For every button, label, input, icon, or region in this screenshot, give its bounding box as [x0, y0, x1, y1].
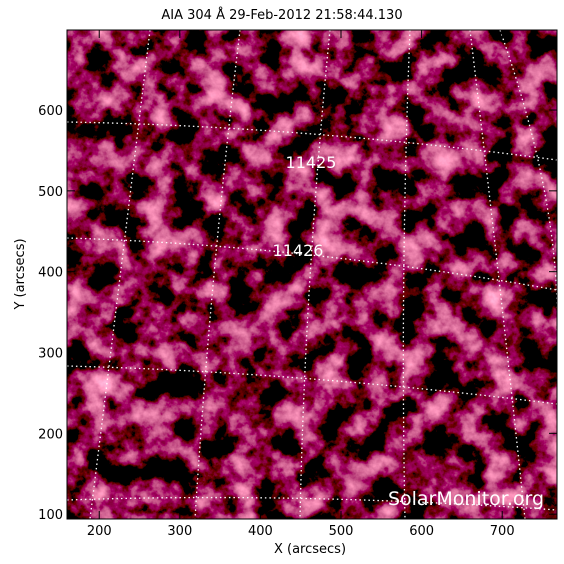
annotation: 11425: [286, 153, 337, 172]
y-tick-label: 200: [38, 427, 63, 442]
y-tick-label: 100: [38, 508, 63, 523]
chart-title: AIA 304 Å 29-Feb-2012 21:58:44.130: [161, 7, 402, 23]
x-tick-label: 200: [87, 524, 112, 539]
x-tick-label: 600: [409, 524, 434, 539]
solar-image: 11425 11426 SolarMonitor.org: [67, 30, 557, 519]
y-axis-label: Y (arcsecs): [13, 238, 28, 310]
y-tick-label: 300: [38, 346, 63, 361]
y-tick-label: 600: [38, 104, 63, 119]
x-tick-label: 300: [167, 524, 192, 539]
x-tick-label: 400: [248, 524, 273, 539]
y-tick-label: 500: [38, 185, 63, 200]
x-tick-label: 700: [490, 524, 515, 539]
y-tick-label: 400: [38, 266, 63, 281]
plot-frame: [66, 29, 558, 520]
x-axis-label: X (arcsecs): [274, 542, 346, 557]
annotation: 11426: [273, 241, 324, 260]
x-tick-label: 500: [329, 524, 354, 539]
heliographic-grid: [67, 30, 557, 519]
watermark: SolarMonitor.org: [388, 488, 544, 510]
